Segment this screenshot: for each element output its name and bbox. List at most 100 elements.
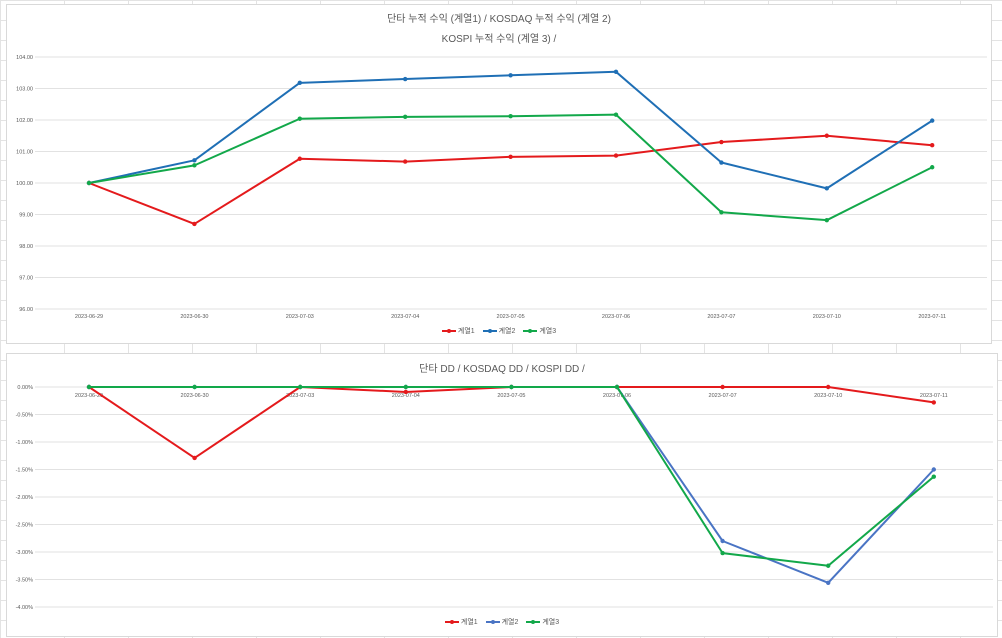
data-point-series3	[403, 384, 408, 390]
data-point-series3	[509, 384, 514, 390]
data-point-series3	[192, 163, 197, 168]
legend-swatch	[441, 328, 456, 333]
drawdown-chart[interactable]: 단타 DD / KOSDAQ DD / KOSPI DD / 0.00% -0.5…	[6, 353, 998, 637]
data-point-series3	[613, 112, 619, 117]
legend-item-series2: 계열2	[482, 326, 516, 336]
legend-swatch	[485, 619, 500, 624]
y-tick-label: -2.50%	[16, 523, 34, 529]
data-point-series2	[508, 73, 513, 78]
data-point-series1	[192, 455, 197, 461]
chart1-plot: 104.00 103.00 102.00 101.00 100.00 99.00 98.00…	[16, 55, 987, 320]
x-tick-label: 2023-07-07	[707, 314, 735, 320]
y-tick-label: 102.00	[16, 118, 33, 124]
x-tick-label: 2023-07-05	[497, 314, 525, 320]
series-line-1	[88, 134, 933, 225]
x-tick-label: 2023-07-06	[602, 314, 630, 320]
x-tick-label: 2023-07-03	[286, 314, 314, 320]
data-point-series2	[297, 80, 302, 86]
legend-item-series3: 계열3	[526, 617, 559, 627]
y-tick-label: 103.00	[16, 87, 33, 93]
legend-swatch	[482, 328, 497, 333]
data-point-series1	[297, 156, 302, 161]
data-point-series2	[719, 160, 724, 165]
data-point-series3	[931, 474, 936, 479]
legend-label: 계열2	[498, 328, 516, 335]
data-point-series2	[403, 76, 408, 82]
y-tick-label: -1.50%	[16, 468, 34, 474]
x-tick-label: 2023-07-05	[497, 393, 525, 399]
y-tick-label: 104.00	[16, 55, 33, 61]
legend-label: 계열3	[539, 328, 557, 335]
chart2-legend: 계열1 계열2 계열3	[7, 617, 997, 627]
data-point-series2	[192, 158, 197, 163]
chart2-plot: 0.00% -0.50% -1.00% -1.50% -2.00% -2.50% -3.00…	[16, 384, 993, 611]
y-tick-label: 101.00	[16, 150, 33, 156]
data-point-series2	[931, 467, 936, 472]
data-point-series3	[297, 116, 302, 121]
legend-item-series2: 계열2	[485, 617, 519, 627]
chart1-legend: 계열1 계열2 계열3	[7, 326, 991, 336]
x-tick-label: 2023-06-30	[181, 393, 209, 399]
legend-swatch	[523, 328, 538, 333]
data-point-series3	[192, 384, 197, 390]
data-point-series1	[931, 400, 936, 405]
x-tick-label: 2023-06-29	[75, 314, 103, 320]
x-tick-label: 2023-07-11	[920, 393, 948, 399]
data-point-series1	[403, 159, 408, 164]
data-point-series1	[720, 384, 725, 390]
data-point-series1	[824, 133, 829, 138]
data-point-series3	[86, 180, 92, 186]
x-tick-label: 2023-07-10	[813, 314, 841, 320]
x-tick-label: 2023-07-07	[709, 393, 737, 399]
data-point-series1	[508, 154, 513, 160]
data-point-series1	[826, 384, 831, 390]
legend-label: 계열1	[460, 619, 478, 626]
legend-item-series3: 계열3	[523, 326, 556, 336]
legend-label: 계열2	[501, 619, 519, 626]
y-tick-label: -2.00%	[16, 495, 34, 501]
legend-item-series1: 계열1	[441, 326, 475, 336]
data-point-series3	[720, 550, 725, 556]
legend-item-series1: 계열1	[444, 617, 478, 627]
data-point-series3	[86, 384, 92, 390]
y-tick-label: 97.00	[19, 276, 33, 282]
legend-label: 계열1	[457, 328, 475, 335]
data-point-series2	[826, 580, 831, 585]
y-tick-label: 100.00	[16, 181, 33, 187]
series-line-2	[89, 386, 935, 584]
y-tick-label: -3.00%	[16, 550, 34, 556]
data-point-series3	[508, 114, 513, 119]
data-point-series2	[613, 69, 619, 75]
data-point-series1	[719, 139, 724, 145]
data-point-series1	[403, 389, 408, 395]
legend-swatch	[526, 619, 541, 624]
x-tick-label: 2023-07-03	[286, 393, 314, 399]
y-tick-label: -3.50%	[16, 578, 34, 584]
y-tick-label: -0.50%	[16, 413, 34, 419]
y-tick-label: 0.00%	[17, 385, 33, 391]
chart1-title-line2: KOSPI 누적 수익 (계열 3) /	[441, 34, 557, 45]
series-line-3	[88, 113, 933, 222]
data-point-series2	[824, 186, 829, 191]
cumulative-return-chart[interactable]: 단타 누적 수익 (계열1) / KOSDAQ 누적 수익 (계열 2) KOS…	[6, 4, 992, 344]
x-tick-label: 2023-07-06	[603, 393, 631, 399]
y-tick-label: 96.00	[19, 307, 33, 313]
data-point-series1	[192, 221, 197, 227]
x-tick-label: 2023-07-04	[392, 393, 420, 399]
legend-swatch	[444, 619, 459, 624]
data-point-series3	[614, 384, 620, 390]
data-point-series3	[719, 210, 724, 215]
y-tick-label: -4.00%	[16, 605, 34, 611]
y-tick-label: -1.00%	[16, 440, 34, 446]
data-point-series1	[613, 153, 619, 158]
y-tick-label: 99.00	[19, 213, 33, 219]
series-line-3	[89, 386, 935, 567]
chart1-title-line1: 단타 누적 수익 (계열1) / KOSDAQ 누적 수익 (계열 2)	[387, 14, 611, 25]
data-point-series1	[930, 143, 935, 148]
data-point-series3	[824, 217, 829, 223]
x-tick-label: 2023-07-10	[814, 393, 842, 399]
data-point-series2	[930, 118, 935, 123]
x-tick-label: 2023-06-29	[75, 393, 103, 399]
data-point-series3	[930, 165, 935, 170]
x-tick-label: 2023-07-11	[918, 314, 946, 320]
